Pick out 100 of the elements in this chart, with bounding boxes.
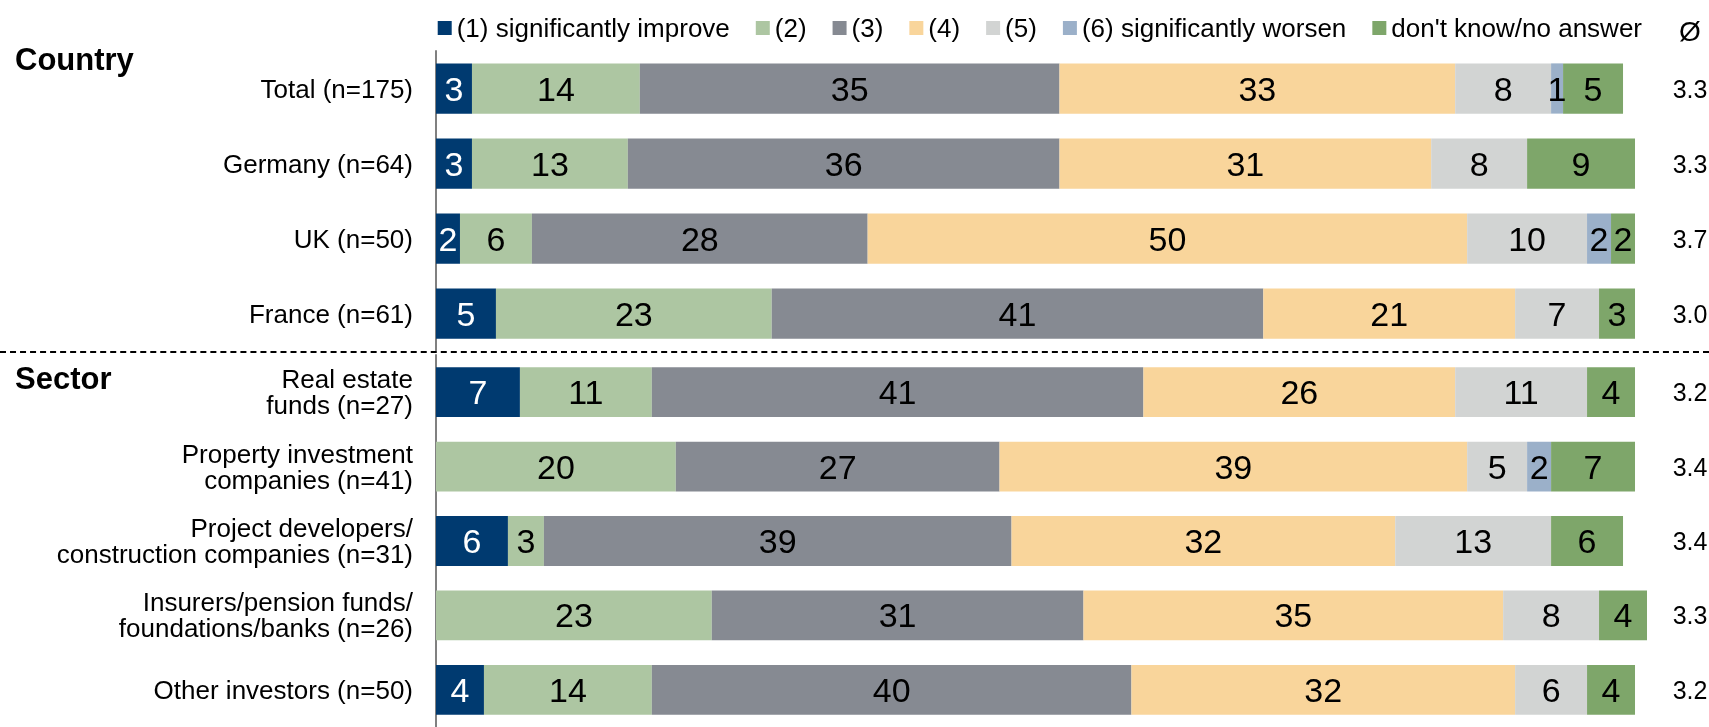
text: 3.7 <box>1672 224 1708 253</box>
data-label: 7 <box>1547 294 1567 333</box>
data-label: 6 <box>1541 670 1561 709</box>
data-label: 39 <box>758 521 797 560</box>
data-label: 6 <box>462 521 482 560</box>
bar <box>1059 63 1456 114</box>
bar <box>471 63 640 114</box>
bar <box>1467 441 1528 492</box>
bar <box>1467 213 1588 264</box>
data-label: 2 <box>1613 219 1633 258</box>
data-label: 40 <box>872 670 911 709</box>
legend-label: (6) significantly worsen <box>1081 13 1347 43</box>
data-label: 5 <box>456 294 476 333</box>
legend-label: (1) significantly improve <box>456 13 730 43</box>
bar <box>436 515 508 566</box>
text: 3.4 <box>1672 452 1708 481</box>
text: Country <box>15 42 135 77</box>
bar <box>1599 590 1647 640</box>
bar <box>1563 63 1624 114</box>
legend-label: (2) <box>774 13 807 43</box>
bar <box>1011 515 1396 566</box>
bar <box>627 138 1060 189</box>
bar <box>771 288 1264 339</box>
bar <box>1587 366 1636 417</box>
bar <box>1131 664 1516 715</box>
bar <box>436 441 676 492</box>
bar <box>543 515 1012 566</box>
bar <box>1455 63 1552 114</box>
bar <box>1527 138 1636 189</box>
bar <box>1083 590 1504 640</box>
bar <box>1551 441 1636 492</box>
data-label: 5 <box>1583 69 1603 108</box>
legend-label: don't know/no answer <box>1391 13 1643 43</box>
y-tick-label: Total (n=175) <box>260 73 413 104</box>
data-label: 35 <box>830 69 869 108</box>
bar <box>1503 590 1600 640</box>
data-label: 36 <box>824 144 863 183</box>
bar <box>436 664 484 715</box>
data-label: 9 <box>1571 144 1591 183</box>
data-label: 10 <box>1508 219 1547 258</box>
bar <box>1263 288 1516 339</box>
text: Sector <box>15 360 112 396</box>
bar <box>1515 664 1588 715</box>
data-label: 8 <box>1541 595 1561 634</box>
text: 3.0 <box>1672 299 1708 328</box>
bar <box>867 213 1468 264</box>
y-tick-label: Real estate funds (n=27) <box>266 363 413 420</box>
bar <box>1455 366 1588 417</box>
bar <box>1059 138 1432 189</box>
bar <box>651 664 1132 715</box>
data-label: 6 <box>1577 521 1597 560</box>
data-label: 13 <box>1454 521 1493 560</box>
data-label: 11 <box>568 372 604 411</box>
data-label: 27 <box>818 447 857 486</box>
text: 3.4 <box>1672 526 1708 555</box>
data-label: 5 <box>1487 447 1507 486</box>
data-label: 31 <box>1226 144 1265 183</box>
data-label: 7 <box>468 372 488 411</box>
bar <box>1395 515 1552 566</box>
y-tick-label: Other investors (n=50) <box>153 674 413 705</box>
data-label: 3 <box>1607 294 1627 333</box>
bar <box>483 664 652 715</box>
data-label: 20 <box>536 447 575 486</box>
bar <box>711 590 1084 640</box>
bar <box>459 213 532 264</box>
data-label: 1 <box>1547 69 1567 108</box>
data-label: 33 <box>1238 69 1277 108</box>
data-label: 4 <box>1601 670 1621 709</box>
bar <box>1143 366 1456 417</box>
data-label: 3 <box>444 144 464 183</box>
bar <box>519 366 652 417</box>
data-label: 41 <box>998 294 1037 333</box>
data-label: 4 <box>450 670 470 709</box>
bar <box>436 138 472 189</box>
bar <box>436 590 712 640</box>
bar <box>999 441 1468 492</box>
bar <box>531 213 868 264</box>
bar <box>436 288 496 339</box>
y-tick-label: Property investment companies (n=41) <box>181 438 414 495</box>
bar <box>1515 288 1600 339</box>
bar <box>471 138 628 189</box>
data-label: 2 <box>438 219 458 258</box>
data-label: 23 <box>614 294 653 333</box>
bar <box>639 63 1060 114</box>
data-label: 50 <box>1148 219 1187 258</box>
data-label: 8 <box>1493 69 1513 108</box>
bar <box>675 441 1000 492</box>
legend-label: (3) <box>851 13 884 43</box>
text: 3.3 <box>1672 149 1708 178</box>
bar <box>1587 664 1636 715</box>
data-label: 6 <box>486 219 506 258</box>
y-tick-label: UK (n=50) <box>293 223 413 254</box>
data-label: 4 <box>1613 595 1633 634</box>
data-label: 13 <box>530 144 569 183</box>
bar <box>436 366 520 417</box>
bar <box>436 63 472 114</box>
legend-label: (4) <box>928 13 961 43</box>
data-label: 39 <box>1214 447 1253 486</box>
bar <box>651 366 1144 417</box>
text: 3.2 <box>1672 377 1708 406</box>
